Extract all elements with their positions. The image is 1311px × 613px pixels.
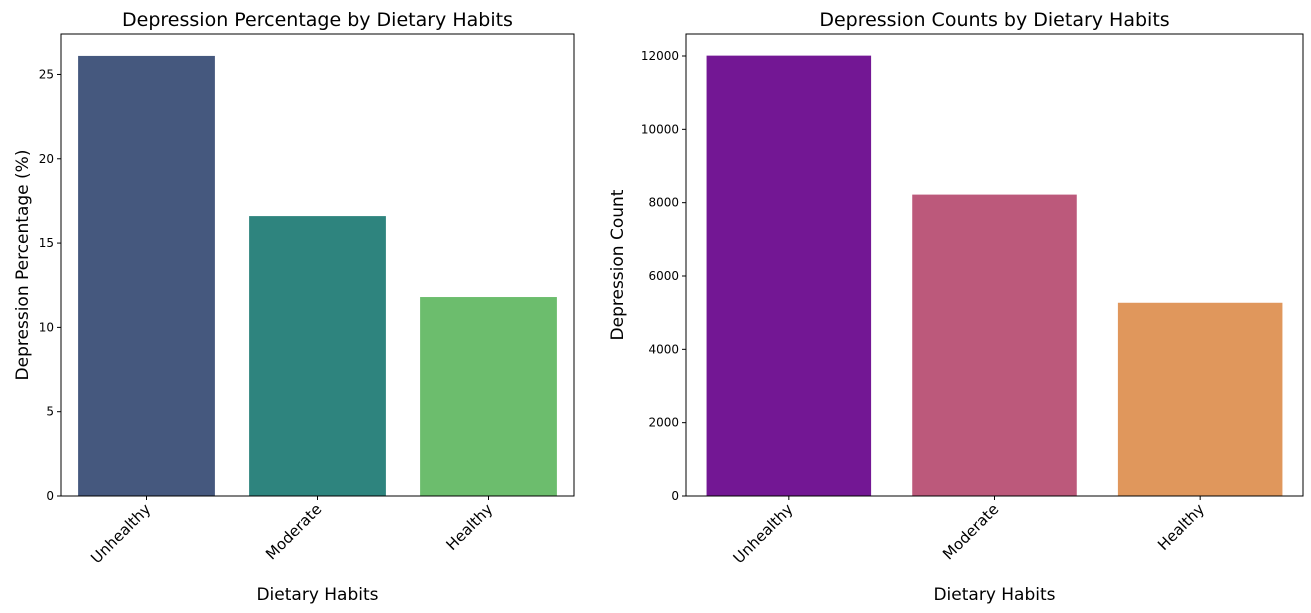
- x-tick-label-healthy: Healthy: [1154, 500, 1208, 554]
- y-tick-label: 25: [39, 67, 54, 81]
- chart-title-depression-counts: Depression Counts by Dietary Habits: [819, 9, 1169, 31]
- chart-title-depression-percentage: Depression Percentage by Dietary Habits: [122, 9, 513, 31]
- bar-unhealthy: [706, 55, 872, 497]
- y-tick-label: 2000: [648, 416, 679, 430]
- x-tick-label-moderate: Moderate: [939, 500, 1002, 563]
- x-tick-label-unhealthy: Unhealthy: [730, 500, 797, 567]
- y-tick-label: 0: [671, 489, 679, 503]
- y-tick-label: 5: [46, 405, 54, 419]
- y-axis-label: Depression Count: [608, 189, 628, 340]
- y-tick-label: 4000: [648, 342, 679, 356]
- x-axis-label: Dietary Habits: [256, 585, 378, 605]
- y-tick-label: 12000: [641, 49, 679, 63]
- bar-healthy: [420, 297, 557, 496]
- bar-moderate: [249, 216, 386, 497]
- x-tick-label-moderate: Moderate: [262, 500, 325, 563]
- y-tick-label: 0: [46, 489, 54, 503]
- y-tick-label: 20: [39, 152, 54, 166]
- bar-moderate: [912, 194, 1077, 496]
- y-tick-label: 10000: [641, 122, 679, 136]
- y-axis-label: Depression Percentage (%): [13, 150, 33, 381]
- y-tick-label: 10: [39, 320, 54, 334]
- y-tick-label: 8000: [648, 196, 679, 210]
- chart-depression-counts: 0 2000 4000 6000 8000 10000 12000 Unhealthy Mode…: [608, 9, 1304, 605]
- y-tick-label: 6000: [648, 269, 679, 283]
- y-tick-label: 15: [39, 236, 54, 250]
- x-tick-label-unhealthy: Unhealthy: [87, 500, 154, 567]
- x-axis-label: Dietary Habits: [933, 585, 1055, 605]
- chart-depression-percentage: 0 5 10 15 20 25 Unhealthy Moderate Healthy Depres…: [13, 9, 575, 605]
- bar-unhealthy: [78, 55, 215, 496]
- x-tick-label-healthy: Healthy: [442, 500, 496, 554]
- bar-healthy: [1117, 302, 1283, 496]
